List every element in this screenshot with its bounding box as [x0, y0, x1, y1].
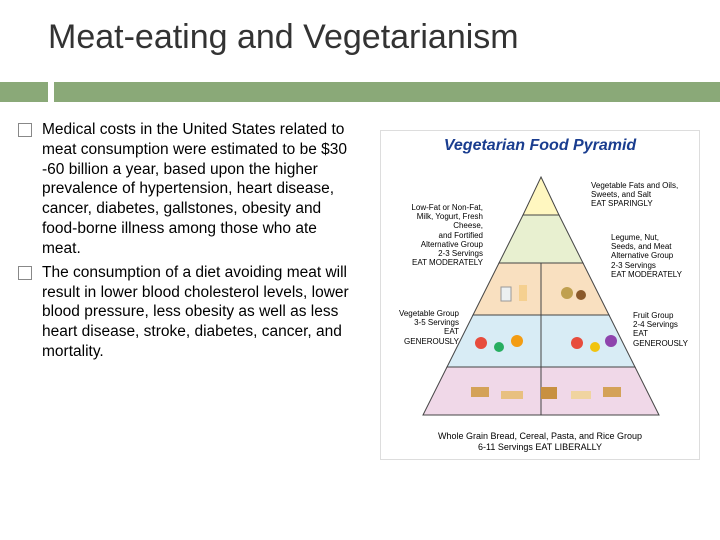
slide-title: Meat-eating and Vegetarianism [0, 0, 720, 57]
food-icon [561, 287, 573, 299]
pyramid-title: Vegetarian Food Pyramid [381, 131, 699, 157]
food-icon [501, 287, 511, 301]
tier-1 [523, 177, 559, 215]
food-icon [494, 342, 504, 352]
food-icon [605, 335, 617, 347]
food-icon [501, 391, 523, 399]
food-icon [471, 387, 489, 397]
accent-bar-left [0, 82, 48, 102]
accent-bar-right [54, 82, 720, 102]
food-icon [571, 391, 591, 399]
pyramid-label-right-1: Vegetable Fats and Oils, Sweets, and Sal… [591, 181, 701, 209]
bullet-icon [18, 266, 32, 280]
pyramid-label-right-3: Fruit Group 2-4 Servings EAT GENEROUSLY [633, 311, 703, 348]
pyramid-figure: Vegetarian Food Pyramid Low-Fat or Non-F… [380, 130, 700, 460]
bullet-text: Medical costs in the United States relat… [42, 120, 354, 259]
tier-2 [499, 215, 583, 263]
food-icon [541, 387, 557, 399]
food-icon [519, 285, 527, 301]
pyramid-caption: Whole Grain Bread, Cereal, Pasta, and Ri… [381, 431, 699, 453]
food-icon [590, 342, 600, 352]
food-icon [475, 337, 487, 349]
bullet-list: Medical costs in the United States relat… [14, 120, 354, 366]
pyramid-label-left-2: Vegetable Group 3-5 Servings EAT GENEROU… [393, 309, 459, 346]
food-icon [576, 290, 586, 300]
food-icon [511, 335, 523, 347]
food-icon [603, 387, 621, 397]
bullet-icon [18, 123, 32, 137]
pyramid-label-left-1: Low-Fat or Non-Fat, Milk, Yogurt, Fresh … [387, 203, 483, 267]
pyramid-label-right-2: Legume, Nut, Seeds, and Meat Alternative… [611, 233, 701, 279]
list-item: The consumption of a diet avoiding meat … [14, 263, 354, 362]
list-item: Medical costs in the United States relat… [14, 120, 354, 259]
food-icon [571, 337, 583, 349]
bullet-text: The consumption of a diet avoiding meat … [42, 263, 354, 362]
